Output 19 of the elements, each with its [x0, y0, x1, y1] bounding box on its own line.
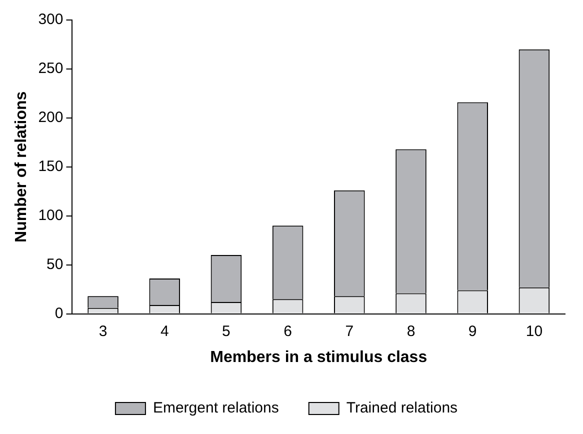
x-axis-title: Members in a stimulus class — [210, 348, 428, 366]
x-tick-label: 10 — [526, 322, 543, 340]
y-tick-label: 250 — [38, 60, 64, 78]
y-tick-label: 0 — [54, 304, 64, 322]
legend-label: Trained relations — [346, 400, 458, 417]
y-tick-label: 150 — [38, 158, 64, 176]
y-tick-label: 50 — [46, 256, 64, 273]
y-tick-label: 300 — [38, 11, 64, 28]
x-tick-label: 3 — [98, 322, 108, 340]
y-axis-title: Number of relations — [13, 91, 30, 242]
x-tick-label: 6 — [284, 322, 292, 340]
x-tick-label: 8 — [406, 322, 416, 340]
x-tick-label: 5 — [222, 322, 230, 340]
legend-label: Emergent relations — [152, 400, 279, 417]
y-tick-label: 200 — [38, 109, 64, 126]
x-tick-label: 9 — [468, 322, 477, 340]
x-tick-label: 4 — [160, 322, 169, 340]
y-tick-label: 100 — [38, 207, 64, 224]
x-tick-label: 7 — [345, 322, 354, 340]
